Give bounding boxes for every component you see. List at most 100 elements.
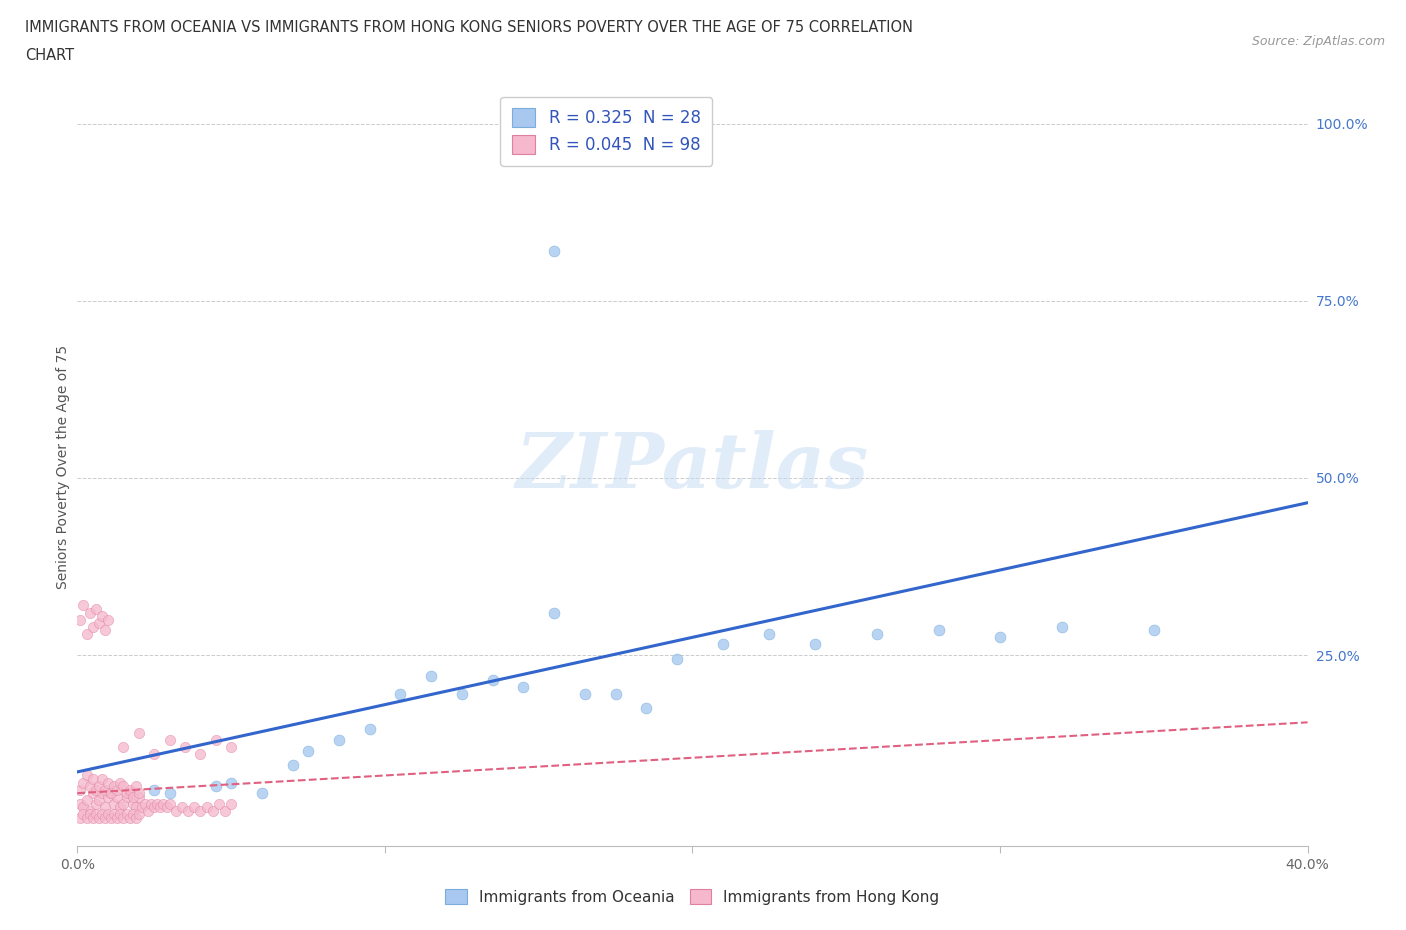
Point [115, 790, 138, 804]
Point [131, 800, 153, 815]
Point [136, 804, 159, 818]
Point [605, 686, 627, 701]
Point [97, 775, 120, 790]
Point [84, 602, 107, 617]
Point [105, 782, 128, 797]
Point [115, 786, 138, 801]
Point [90, 772, 114, 787]
Point [112, 796, 135, 811]
Point [118, 782, 141, 797]
Point [82, 619, 104, 634]
Text: ZIPatlas: ZIPatlas [516, 431, 869, 504]
Point [125, 800, 148, 815]
Point [94, 623, 117, 638]
Point [76, 626, 98, 641]
Point [159, 796, 181, 811]
Point [100, 811, 122, 826]
Point [105, 811, 128, 826]
Point [512, 680, 534, 695]
Point [76, 811, 98, 826]
Point [134, 796, 156, 811]
Point [76, 792, 98, 807]
Point [82, 811, 104, 826]
Point [128, 807, 150, 822]
Legend: Immigrants from Oceania, Immigrants from Hong Kong: Immigrants from Oceania, Immigrants from… [439, 883, 946, 910]
Point [328, 733, 350, 748]
Point [758, 626, 780, 641]
Point [543, 244, 565, 259]
Point [152, 796, 174, 811]
Point [928, 623, 950, 638]
Point [84, 782, 107, 797]
Point [297, 743, 319, 758]
Point [79, 807, 101, 822]
Point [79, 804, 101, 818]
Point [125, 778, 148, 793]
Point [103, 796, 125, 811]
Point [214, 804, 236, 818]
Point [115, 807, 138, 822]
Point [97, 612, 120, 627]
Point [420, 669, 443, 684]
Point [72, 807, 94, 822]
Point [208, 796, 231, 811]
Point [121, 807, 143, 822]
Point [82, 786, 104, 801]
Point [143, 800, 166, 815]
Point [359, 722, 381, 737]
Point [281, 757, 304, 772]
Point [159, 733, 181, 748]
Point [79, 605, 101, 620]
Point [174, 739, 197, 754]
Point [128, 725, 150, 740]
Point [159, 786, 181, 801]
Point [110, 800, 132, 815]
Point [97, 790, 120, 804]
Point [94, 811, 117, 826]
Point [69, 782, 91, 797]
Point [82, 772, 104, 787]
Point [177, 804, 200, 818]
Point [79, 778, 101, 793]
Point [90, 786, 114, 801]
Point [94, 782, 117, 797]
Point [72, 598, 94, 613]
Point [100, 786, 122, 801]
Point [188, 747, 212, 762]
Point [100, 786, 122, 801]
Point [90, 608, 114, 623]
Point [988, 630, 1011, 644]
Point [69, 796, 91, 811]
Point [72, 800, 94, 815]
Text: Source: ZipAtlas.com: Source: ZipAtlas.com [1251, 35, 1385, 48]
Point [636, 700, 658, 715]
Point [97, 807, 120, 822]
Point [94, 800, 117, 815]
Point [141, 796, 163, 811]
Text: CHART: CHART [25, 48, 75, 63]
Point [69, 811, 91, 826]
Point [188, 804, 212, 818]
Point [1143, 623, 1166, 638]
Point [118, 811, 141, 826]
Point [103, 778, 125, 793]
Point [666, 651, 689, 666]
Point [711, 637, 734, 652]
Point [121, 796, 143, 811]
Point [128, 790, 150, 804]
Point [143, 747, 166, 762]
Point [204, 778, 226, 793]
Point [84, 807, 107, 822]
Point [204, 733, 226, 748]
Point [76, 768, 98, 783]
Point [543, 605, 565, 620]
Point [183, 800, 205, 815]
Point [165, 804, 187, 818]
Point [1050, 619, 1073, 634]
Point [804, 637, 827, 652]
Point [125, 811, 148, 826]
Point [105, 790, 128, 804]
Point [72, 775, 94, 790]
Point [195, 800, 218, 815]
Point [250, 786, 273, 801]
